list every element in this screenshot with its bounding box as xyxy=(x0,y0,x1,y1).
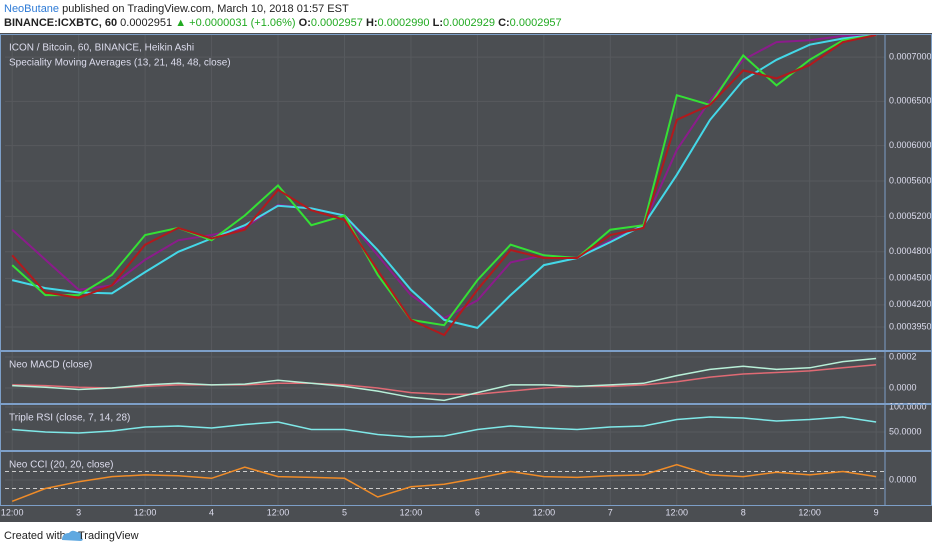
series-line xyxy=(11,463,877,502)
last: 0.0002951 xyxy=(120,17,172,29)
series-line xyxy=(12,416,877,438)
quote-line: BINANCE:ICXBTC, 60 0.0002951 ▲ +0.000003… xyxy=(4,17,562,29)
x-tick-label: 9 xyxy=(874,507,879,517)
x-tick-label: 12:00 xyxy=(267,507,290,517)
l-label: L: xyxy=(433,17,443,29)
publish-line: NeoButane published on TradingView.com, … xyxy=(4,3,349,15)
x-tick-label: 12:00 xyxy=(1,507,24,517)
h-value: 0.0002990 xyxy=(378,17,430,29)
c-value: 0.0002957 xyxy=(510,17,562,29)
c-label: C: xyxy=(498,17,510,29)
y-tick-label: 0.0007000 xyxy=(889,51,932,61)
y-tick-label: 0.0006000 xyxy=(889,140,932,150)
series-line xyxy=(11,35,877,337)
y-tick-label: 0.0000 xyxy=(889,474,917,484)
x-tick-label: 6 xyxy=(475,507,480,517)
x-tick-label: 12:00 xyxy=(400,507,423,517)
change: ▲ +0.0000031 (+1.06%) xyxy=(175,17,295,29)
series-line xyxy=(11,35,877,327)
pane-title: Neo CCI (20, 20, close) xyxy=(9,460,114,471)
author[interactable]: NeoButane xyxy=(4,3,59,15)
footer-created: Created with xyxy=(4,530,66,542)
y-tick-label: 50.0000 xyxy=(889,426,922,436)
symbol: BINANCE:ICXBTC, 60 xyxy=(4,17,117,29)
y-tick-label: 0.0005200 xyxy=(889,211,932,221)
o-label: O: xyxy=(299,17,311,29)
y-tick-label: 0.0004800 xyxy=(889,246,932,256)
published: published on TradingView.com, March 10, … xyxy=(62,3,349,15)
y-tick-label: 0.0004500 xyxy=(889,273,932,283)
x-tick-label: 7 xyxy=(608,507,613,517)
y-tick-label: 0.0002 xyxy=(889,351,917,361)
x-tick-label: 12:00 xyxy=(798,507,821,517)
x-tick-label: 8 xyxy=(741,507,746,517)
o-value: 0.0002957 xyxy=(311,17,363,29)
y-tick-label: 0.0005600 xyxy=(889,175,932,185)
x-tick-label: 3 xyxy=(76,507,81,517)
y-tick-label: 0.0006500 xyxy=(889,96,932,106)
series-line xyxy=(11,35,877,330)
y-tick-label: 0.0000 xyxy=(889,382,917,392)
footer-brand[interactable]: TradingView xyxy=(78,530,139,542)
pane-title: ICON / Bitcoin, 60, BINANCE, Heikin Ashi xyxy=(9,43,194,54)
x-tick-label: 5 xyxy=(342,507,347,517)
x-tick-label: 4 xyxy=(209,507,214,517)
logo xyxy=(62,530,83,541)
series-line xyxy=(12,363,877,395)
h-label: H: xyxy=(366,17,378,29)
y-tick-label: 0.0003950 xyxy=(889,321,932,331)
pane-title: Neo MACD (close) xyxy=(9,360,92,371)
chart-background xyxy=(0,33,932,522)
x-tick-label: 12:00 xyxy=(533,507,556,517)
x-tick-label: 12:00 xyxy=(134,507,157,517)
l-value: 0.0002929 xyxy=(443,17,495,29)
series-line xyxy=(12,357,877,402)
y-tick-label: 0.0004200 xyxy=(889,299,932,309)
y-tick-label: 100.0000 xyxy=(889,401,927,411)
pane-title: Triple RSI (close, 7, 14, 28) xyxy=(9,413,130,424)
x-tick-label: 12:00 xyxy=(666,507,689,517)
pane-subtitle: Speciality Moving Averages (13, 21, 48, … xyxy=(9,58,231,69)
